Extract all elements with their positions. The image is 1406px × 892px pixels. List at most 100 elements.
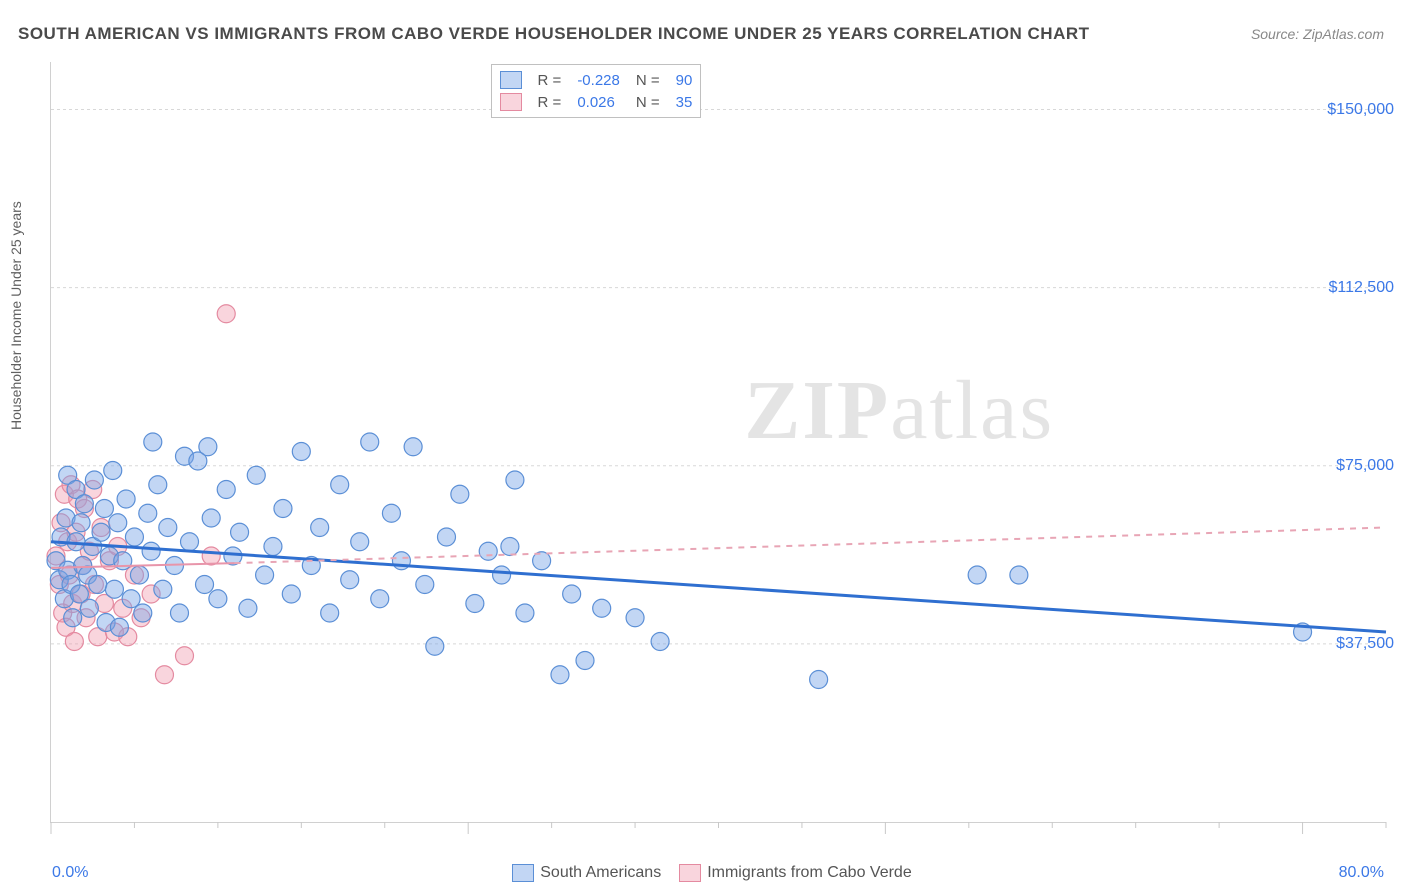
legend-series-label: South Americans: [540, 864, 661, 881]
series1-point: [493, 566, 511, 584]
y-tick-label: $150,000: [1327, 101, 1394, 119]
legend-r-label: R =: [530, 69, 570, 91]
series2-point: [202, 547, 220, 565]
y-axis-label: Householder Income Under 25 years: [8, 201, 24, 430]
series2-point: [155, 666, 173, 684]
y-tick-label: $112,500: [1328, 279, 1394, 297]
series1-point: [311, 519, 329, 537]
legend-swatch: [500, 71, 522, 89]
series1-point: [109, 514, 127, 532]
y-tick-label: $37,500: [1336, 635, 1394, 653]
y-tick-label: $75,000: [1336, 457, 1394, 475]
series1-point: [95, 500, 113, 518]
series1-point: [159, 519, 177, 537]
series1-point: [92, 523, 110, 541]
series1-point: [576, 652, 594, 670]
series1-point: [139, 504, 157, 522]
series1-point: [810, 671, 828, 689]
series1-point: [142, 542, 160, 560]
legend-row: R =0.026N =35: [492, 91, 701, 113]
series1-point: [404, 438, 422, 456]
series1-point: [968, 566, 986, 584]
series1-point: [144, 433, 162, 451]
series1-point: [351, 533, 369, 551]
series1-point: [117, 490, 135, 508]
series1-point: [371, 590, 389, 608]
series1-point: [416, 576, 434, 594]
series1-point: [274, 500, 292, 518]
series1-point: [196, 576, 214, 594]
series2-point: [217, 305, 235, 323]
series1-point: [239, 599, 257, 617]
series1-point: [593, 599, 611, 617]
legend-n-value: 90: [668, 69, 701, 91]
chart-title: SOUTH AMERICAN VS IMMIGRANTS FROM CABO V…: [18, 24, 1090, 44]
trend-line-series2-dash: [235, 528, 1386, 564]
legend-series-label: Immigrants from Cabo Verde: [707, 864, 912, 881]
series1-point: [209, 590, 227, 608]
series1-point: [256, 566, 274, 584]
series1-point: [426, 637, 444, 655]
plot-area: [50, 62, 1386, 823]
series1-point: [292, 443, 310, 461]
series1-point: [501, 538, 519, 556]
series1-point: [231, 523, 249, 541]
legend-swatch: [512, 864, 534, 882]
series1-point: [264, 538, 282, 556]
series1-point: [451, 485, 469, 503]
legend-swatch: [679, 864, 701, 882]
series1-point: [247, 466, 265, 484]
series1-point: [154, 580, 172, 598]
series2-point: [176, 647, 194, 665]
series1-point: [125, 528, 143, 546]
series1-point: [170, 604, 188, 622]
series1-point: [75, 495, 93, 513]
series1-point: [282, 585, 300, 603]
legend-n-label: N =: [628, 91, 668, 113]
series1-point: [626, 609, 644, 627]
series1-point: [651, 633, 669, 651]
series1-point: [217, 481, 235, 499]
series1-point: [80, 599, 98, 617]
series1-point: [563, 585, 581, 603]
series1-point: [105, 580, 123, 598]
series2-point: [65, 633, 83, 651]
series1-point: [331, 476, 349, 494]
series1-point: [202, 509, 220, 527]
series1-point: [466, 595, 484, 613]
series1-point: [72, 514, 90, 532]
series1-point: [110, 618, 128, 636]
series1-point: [122, 590, 140, 608]
series1-point: [89, 576, 107, 594]
plot-svg: [51, 62, 1386, 822]
series1-point: [1010, 566, 1028, 584]
series1-point: [321, 604, 339, 622]
series1-point: [382, 504, 400, 522]
legend-row: R =-0.228N =90: [492, 69, 701, 91]
series1-point: [437, 528, 455, 546]
chart-container: SOUTH AMERICAN VS IMMIGRANTS FROM CABO V…: [0, 0, 1406, 892]
series1-point: [64, 609, 82, 627]
legend-r-value: 0.026: [569, 91, 628, 113]
series1-point: [479, 542, 497, 560]
series-legend: South Americans Immigrants from Cabo Verd…: [0, 864, 1406, 882]
series1-point: [361, 433, 379, 451]
series1-point: [104, 462, 122, 480]
source-label: Source: ZipAtlas.com: [1251, 26, 1384, 42]
series1-point: [506, 471, 524, 489]
legend-r-value: -0.228: [569, 69, 628, 91]
series1-point: [341, 571, 359, 589]
legend-r-label: R =: [530, 91, 570, 113]
trend-line-series1: [51, 542, 1386, 632]
series1-point: [551, 666, 569, 684]
series1-point: [149, 476, 167, 494]
legend-swatch: [500, 93, 522, 111]
legend-n-value: 35: [668, 91, 701, 113]
correlation-legend: R =-0.228N =90R =0.026N =35: [491, 64, 702, 118]
series1-point: [130, 566, 148, 584]
series1-point: [134, 604, 152, 622]
series1-point: [181, 533, 199, 551]
legend-n-label: N =: [628, 69, 668, 91]
series1-point: [516, 604, 534, 622]
series1-point: [189, 452, 207, 470]
